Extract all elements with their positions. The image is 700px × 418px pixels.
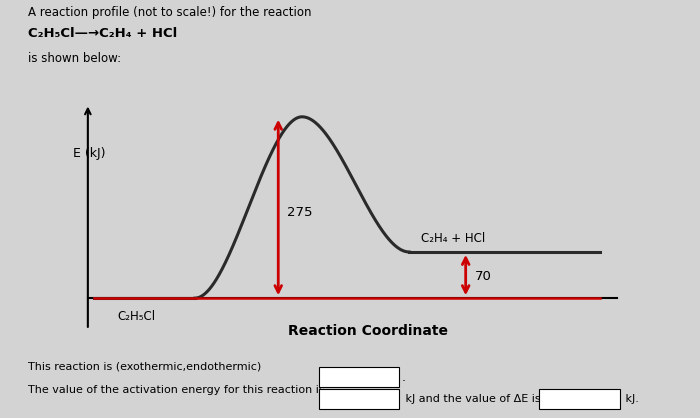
Text: E (kJ): E (kJ) <box>73 147 106 160</box>
Text: kJ.: kJ. <box>622 394 639 404</box>
Text: Reaction Coordinate: Reaction Coordinate <box>288 324 447 338</box>
Text: is shown below:: is shown below: <box>28 52 121 65</box>
Text: kJ and the value of ΔE is: kJ and the value of ΔE is <box>402 394 540 404</box>
Text: C₂H₅Cl—→C₂H₄ + HCl: C₂H₅Cl—→C₂H₄ + HCl <box>28 27 177 40</box>
Text: C₂H₄ + HCl: C₂H₄ + HCl <box>421 232 485 245</box>
Text: 70: 70 <box>475 270 491 283</box>
Text: 275: 275 <box>287 206 313 219</box>
Text: C₂H₅Cl: C₂H₅Cl <box>118 310 155 323</box>
Text: A reaction profile (not to scale!) for the reaction: A reaction profile (not to scale!) for t… <box>28 6 312 19</box>
Text: This reaction is (exothermic,endothermic): This reaction is (exothermic,endothermic… <box>28 362 261 372</box>
Text: .: . <box>402 370 406 384</box>
Text: The value of the activation energy for this reaction is: The value of the activation energy for t… <box>28 385 325 395</box>
